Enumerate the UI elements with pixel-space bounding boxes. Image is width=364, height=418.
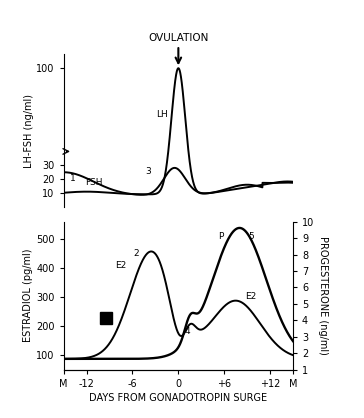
Text: 2: 2 bbox=[134, 250, 139, 258]
Text: E2: E2 bbox=[245, 292, 257, 301]
Text: 4: 4 bbox=[185, 327, 190, 336]
Text: FOLLICULAR PHASE: FOLLICULAR PHASE bbox=[74, 230, 161, 240]
Y-axis label: LH-FSH (ng/ml): LH-FSH (ng/ml) bbox=[24, 94, 33, 168]
Text: 1: 1 bbox=[70, 174, 76, 183]
X-axis label: DAYS FROM GONADOTROPIN SURGE: DAYS FROM GONADOTROPIN SURGE bbox=[89, 393, 268, 403]
Text: E2: E2 bbox=[115, 261, 127, 270]
Text: 5: 5 bbox=[248, 232, 254, 241]
Y-axis label: ESTRADIOL (pg/ml): ESTRADIOL (pg/ml) bbox=[23, 249, 33, 342]
Y-axis label: PROGESTERONE (ng/ml): PROGESTERONE (ng/ml) bbox=[318, 236, 328, 355]
Text: FSH: FSH bbox=[85, 178, 103, 187]
Text: P: P bbox=[218, 232, 223, 241]
Text: LUTEAL PHASE: LUTEAL PHASE bbox=[203, 230, 269, 240]
Text: 3: 3 bbox=[145, 167, 151, 176]
Text: OVULATION: OVULATION bbox=[148, 33, 209, 43]
Text: LH: LH bbox=[156, 110, 167, 119]
